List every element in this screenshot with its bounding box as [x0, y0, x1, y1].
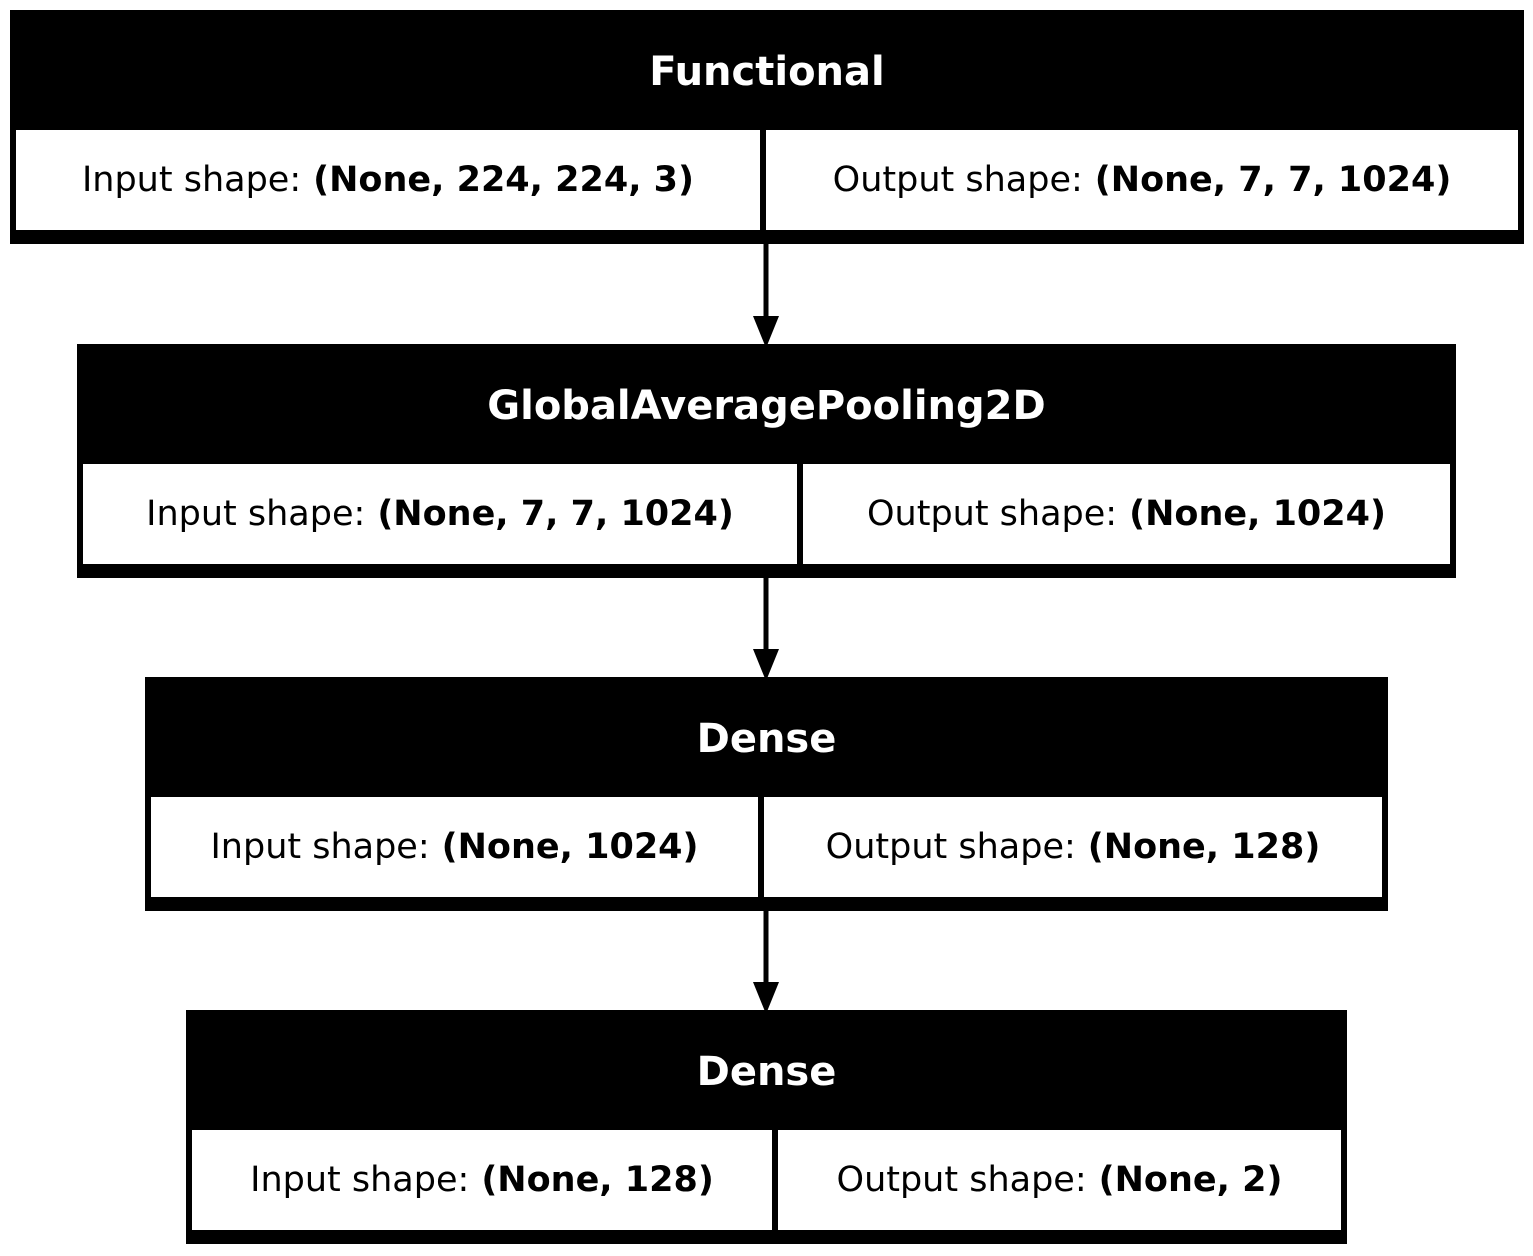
layer-title: Functional	[649, 49, 885, 95]
output-shape-value: (None, 7, 7, 1024)	[1094, 160, 1452, 200]
input-shape-cell: Input shape: (None, 128)	[192, 1130, 772, 1230]
output-shape-value: (None, 2)	[1098, 1160, 1283, 1200]
input-shape-cell: Input shape: (None, 1024)	[151, 797, 758, 897]
output-shape-label: Output shape:	[832, 160, 1083, 200]
arrow-edge-2	[753, 578, 779, 681]
input-shape-value: (None, 128)	[481, 1160, 714, 1200]
arrow-edge-1	[753, 244, 779, 348]
input-shape-cell: Input shape: (None, 7, 7, 1024)	[83, 464, 797, 564]
output-shape-label: Output shape:	[836, 1160, 1087, 1200]
layer-shape-row: Input shape: (None, 7, 7, 1024) Output s…	[83, 464, 1450, 564]
input-shape-value: (None, 7, 7, 1024)	[377, 494, 734, 534]
input-shape-label: Input shape:	[210, 827, 430, 867]
layer-shape-row: Input shape: (None, 1024) Output shape: …	[151, 797, 1382, 897]
output-shape-value: (None, 1024)	[1129, 494, 1386, 534]
arrow-edge-3	[753, 911, 779, 1014]
output-shape-value: (None, 128)	[1087, 827, 1321, 867]
layer-title: Dense	[696, 1049, 837, 1095]
input-shape-label: Input shape:	[146, 494, 366, 534]
layer-shape-row: Input shape: (None, 224, 224, 3) Output …	[16, 130, 1518, 230]
input-shape-label: Input shape:	[250, 1160, 470, 1200]
layer-node-dense-2: Dense Input shape: (None, 128) Output sh…	[186, 1010, 1347, 1244]
output-shape-label: Output shape:	[825, 827, 1076, 867]
output-shape-label: Output shape:	[866, 494, 1118, 534]
layer-node-global-average-pooling: GlobalAveragePooling2D Input shape: (Non…	[77, 344, 1456, 578]
input-shape-value: (None, 1024)	[441, 827, 699, 867]
layer-node-dense-1: Dense Input shape: (None, 1024) Output s…	[145, 677, 1388, 911]
output-shape-cell: Output shape: (None, 2)	[778, 1130, 1341, 1230]
input-shape-value: (None, 224, 224, 3)	[313, 160, 695, 200]
output-shape-cell: Output shape: (None, 7, 7, 1024)	[766, 130, 1518, 230]
input-shape-cell: Input shape: (None, 224, 224, 3)	[16, 130, 760, 230]
output-shape-cell: Output shape: (None, 128)	[764, 797, 1382, 897]
layer-title: GlobalAveragePooling2D	[487, 383, 1046, 429]
layer-title: Dense	[696, 716, 837, 762]
output-shape-cell: Output shape: (None, 1024)	[803, 464, 1450, 564]
layer-node-functional: Functional Input shape: (None, 224, 224,…	[10, 10, 1524, 244]
layer-shape-row: Input shape: (None, 128) Output shape: (…	[192, 1130, 1341, 1230]
input-shape-label: Input shape:	[81, 160, 302, 200]
